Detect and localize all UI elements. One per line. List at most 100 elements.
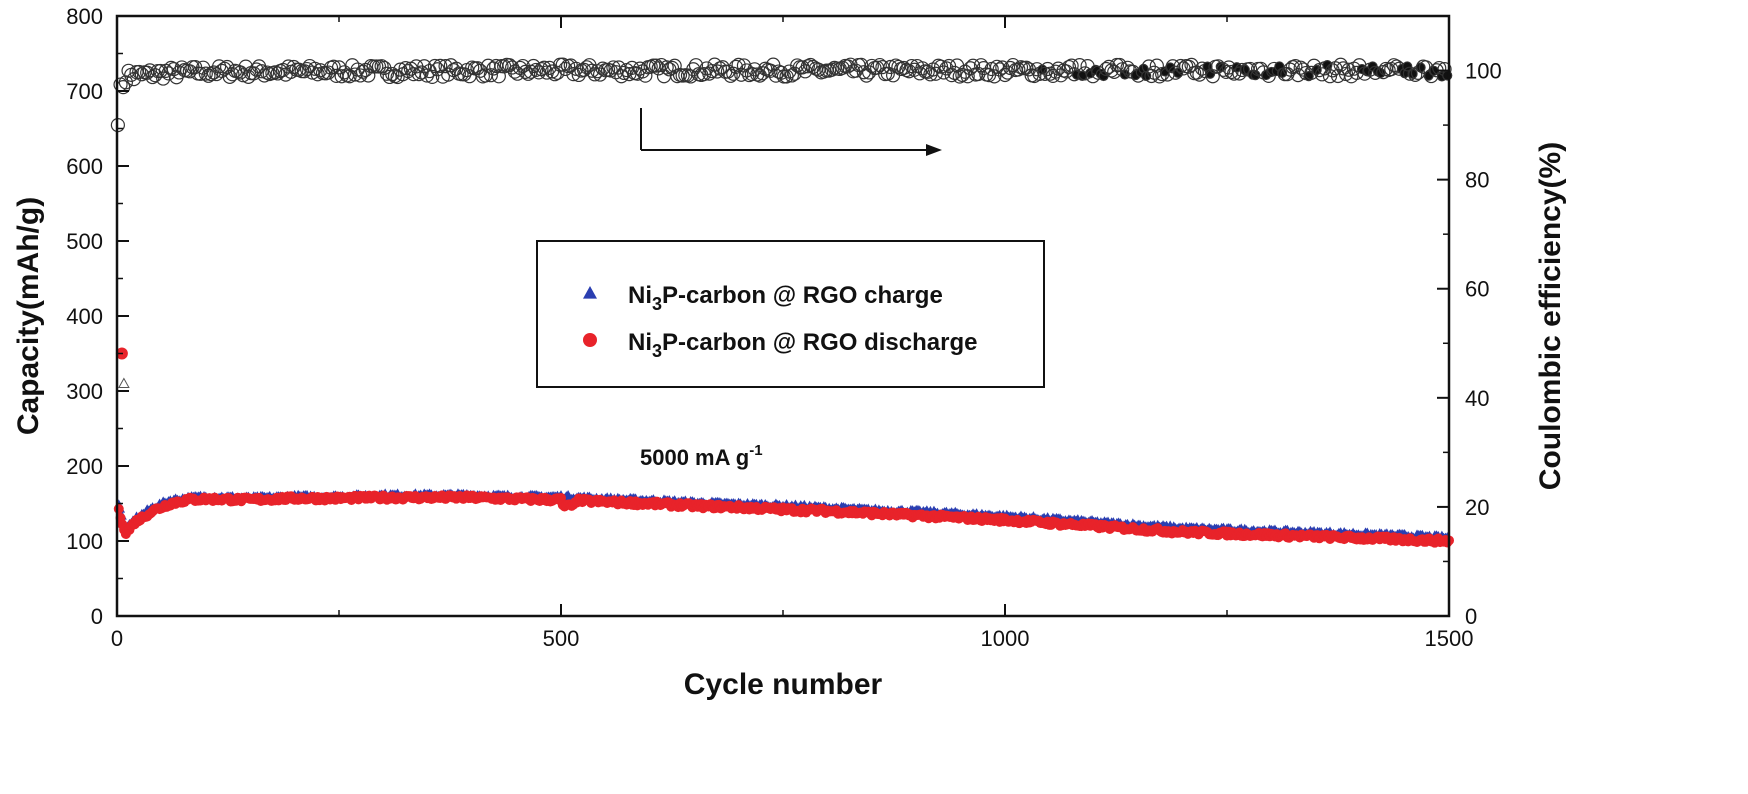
ce-point [1061, 59, 1077, 75]
legend-label-discharge: Ni3P-carbon @ RGO discharge [628, 329, 977, 361]
y-tick-label: 200 [66, 454, 103, 479]
ce-point [121, 63, 136, 78]
ce-point [411, 67, 427, 82]
ce-point [331, 60, 347, 75]
legend-box [536, 240, 1045, 388]
ce-point [664, 60, 680, 75]
ce-point [1064, 58, 1079, 73]
ce-point [595, 61, 610, 76]
ce-point [1303, 70, 1314, 82]
ce-point [568, 61, 584, 76]
ce-point [683, 69, 698, 84]
ce-point [1296, 62, 1311, 77]
charge-first-cycle-point [118, 377, 130, 388]
ce-point [763, 63, 778, 78]
ce-point [635, 64, 650, 79]
x-tick-label: 1000 [981, 626, 1030, 651]
axis-tick-labels: 0 500 1000 15000100200300400500600700800020… [66, 4, 1501, 651]
ce-point [382, 69, 397, 85]
legend-label-charge-pre: Ni [628, 282, 652, 309]
legend-label-discharge-post: P-carbon @ RGO discharge [662, 329, 977, 356]
y-axis-title: Capacity(mAh/g) [12, 197, 45, 435]
legend-label-charge: Ni3P-carbon @ RGO charge [628, 282, 943, 314]
ce-point [337, 65, 352, 80]
ce-point [433, 58, 448, 73]
ce-point [550, 65, 565, 80]
coulombic-efficiency-series [110, 57, 1453, 133]
ce-point [1325, 63, 1340, 78]
ce-point [952, 69, 967, 84]
ce-point [728, 59, 744, 74]
ce-point [872, 57, 887, 73]
ce-point [118, 75, 133, 90]
ce-point [310, 67, 325, 82]
y-right-tick-label: 40 [1465, 386, 1489, 411]
ce-point [992, 62, 1007, 77]
x-tick-label: 0 [111, 626, 123, 651]
ce-point [1011, 62, 1026, 77]
ce-point [726, 66, 741, 81]
ce-point [1019, 60, 1034, 75]
y-tick-label: 500 [66, 229, 103, 254]
axis-ticks [116, 15, 1450, 617]
ce-point [995, 60, 1010, 75]
y-tick-label: 300 [66, 379, 103, 404]
ce-point [235, 68, 251, 83]
annotation-superscript: -1 [749, 442, 762, 459]
y-right-tick-label: 80 [1465, 168, 1489, 193]
ce-point [1184, 57, 1199, 73]
ce-point [438, 58, 453, 74]
y-tick-label: 400 [66, 304, 103, 329]
y-right-tick-label: 0 [1465, 604, 1477, 629]
ce-point [182, 64, 197, 79]
y-tick-label: 600 [66, 154, 103, 179]
ce-point [555, 57, 570, 72]
y-tick-label: 700 [66, 79, 103, 104]
ce-point [1408, 67, 1423, 82]
ce-point [198, 66, 213, 81]
legend-marker-discharge [583, 333, 597, 347]
legend-marker-charge [583, 286, 597, 299]
ce-point [470, 61, 485, 76]
ce-point [862, 65, 877, 80]
current-density-annotation: 5000 mA g-1 [640, 442, 763, 470]
ce-point [864, 58, 879, 74]
ce-point [571, 67, 586, 83]
ce-point [361, 68, 376, 83]
ce-point [374, 59, 389, 74]
ce-point [257, 68, 272, 83]
ce-point [126, 72, 141, 87]
ce-point [603, 63, 618, 78]
ce-point [217, 61, 232, 76]
ce-point [904, 58, 919, 74]
ce-point [880, 66, 895, 81]
ce-point [1442, 70, 1453, 81]
ce-point [1104, 63, 1119, 78]
discharge-point [113, 503, 124, 514]
ce-point [824, 62, 839, 77]
y-axis-right-title: Coulombic efficiency(%) [1534, 142, 1567, 490]
ce-point [1101, 59, 1116, 74]
ce-point [648, 58, 664, 73]
x-axis-title: Cycle number [684, 668, 883, 701]
y-right-tick-label: 60 [1465, 277, 1489, 302]
arrow-head-icon [926, 144, 942, 156]
ce-point [710, 64, 725, 79]
ce-point [1288, 59, 1303, 74]
legend-label-discharge-pre: Ni [628, 329, 652, 356]
ce-point [1173, 58, 1188, 74]
ce-point [417, 59, 432, 74]
ce-point [132, 64, 147, 80]
ce-point [659, 60, 674, 75]
y-right-tick-label: 20 [1465, 495, 1489, 520]
y-tick-label: 800 [66, 4, 103, 29]
ce-point [425, 69, 440, 85]
ce-point [632, 61, 648, 76]
ce-point [486, 61, 501, 76]
ce-point [965, 58, 981, 73]
ce-point [800, 59, 815, 74]
legend-label-discharge-sub: 3 [652, 341, 662, 361]
ce-point [1322, 60, 1333, 71]
ce-point [1112, 57, 1127, 73]
